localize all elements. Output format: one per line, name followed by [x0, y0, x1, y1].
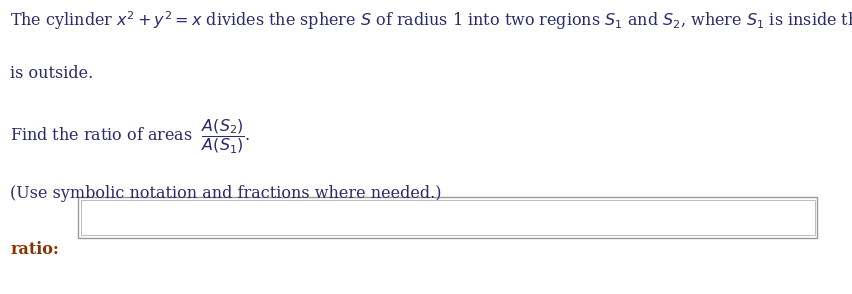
Text: The cylinder $x^2 + y^2 = x$ divides the sphere $S$ of radius 1 into two regions: The cylinder $x^2 + y^2 = x$ divides the… — [10, 9, 852, 31]
Text: ratio:: ratio: — [10, 241, 59, 258]
Text: is outside.: is outside. — [10, 65, 94, 82]
FancyBboxPatch shape — [78, 197, 816, 238]
Text: (Use symbolic notation and fractions where needed.): (Use symbolic notation and fractions whe… — [10, 185, 441, 202]
Text: Find the ratio of areas  $\dfrac{A(S_2)}{A(S_1)}$.: Find the ratio of areas $\dfrac{A(S_2)}{… — [10, 118, 250, 156]
